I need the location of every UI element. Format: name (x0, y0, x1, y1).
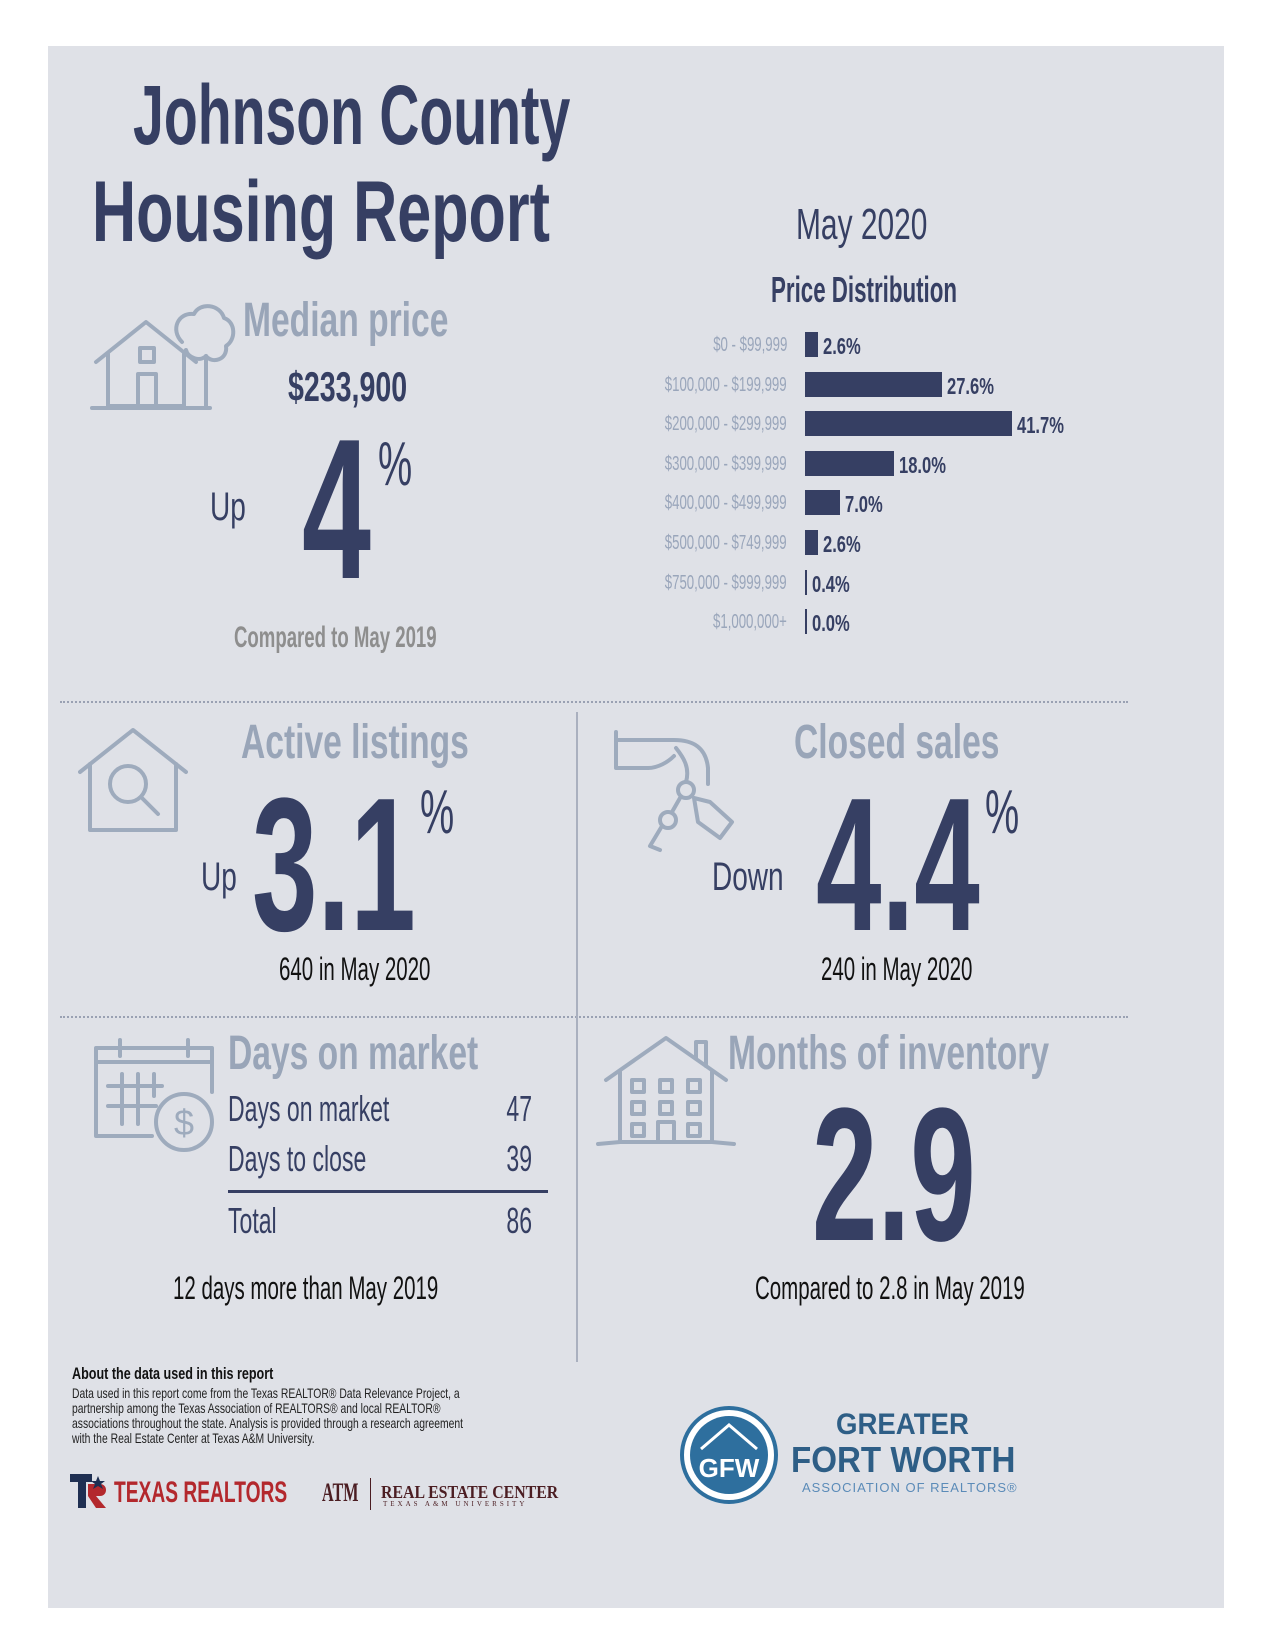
report-period: May 2020 (796, 200, 989, 250)
title-text-1: Johnson County (133, 68, 571, 162)
dom-comparison-text: 12 days more than May 2019 (173, 1270, 439, 1306)
active-change-number: 3.1 (252, 759, 416, 971)
median-price-value-text: $233,900 (288, 363, 408, 410)
atm-logo: ATM (322, 1478, 381, 1508)
texas-realtors-logo-text: TEXAS REALTORS (114, 1476, 385, 1510)
closed-sales-heading: Closed sales (794, 716, 1087, 770)
divider-middle (60, 1016, 1128, 1018)
active-listings-heading-text: Active listings (241, 716, 469, 769)
months-inventory-heading: Months of inventory (728, 1027, 1187, 1081)
gfw-line-2-text: FORT WORTH (791, 1439, 1016, 1480)
dom-row-label-2-text: Days to close (228, 1138, 367, 1179)
title-text-2: Housing Report (92, 164, 550, 260)
median-price-value: $233,900 (288, 364, 463, 410)
active-detail-text: 640 in May 2020 (279, 951, 431, 987)
median-comparison: Compared to May 2019 (234, 621, 561, 655)
active-percent-text: % (420, 778, 455, 847)
closed-direction: Down (712, 854, 814, 900)
title-line-1: Johnson County (133, 70, 796, 160)
divider-top (60, 701, 1128, 703)
closed-percent: % (985, 780, 1040, 846)
about-line-1: Data used in this report come from the T… (72, 1385, 460, 1401)
median-price-heading-text: Median price (243, 294, 449, 347)
dom-comparison: 12 days more than May 2019 (173, 1270, 587, 1306)
closed-change-number: 4.4 (816, 759, 980, 971)
dom-total-label-text: Total (228, 1200, 277, 1241)
house-search-icon (78, 728, 188, 832)
gfw-line-1-text: GREATER (836, 1408, 969, 1441)
house-tree-icon (90, 304, 236, 410)
dom-total-value-text: 86 (506, 1200, 532, 1241)
closed-detail-text: 240 in May 2020 (821, 951, 973, 987)
dom-row-label-2: Days to close (228, 1138, 444, 1180)
active-direction-text: Up (201, 855, 237, 899)
days-on-market-heading-text: Days on market (228, 1027, 479, 1080)
period-text: May 2020 (796, 200, 928, 249)
months-inventory-value: 2.9 (812, 1080, 1076, 1270)
months-inventory-value-text: 2.9 (812, 1069, 976, 1281)
rec-logo: REAL ESTATE CENTER (381, 1482, 582, 1502)
months-inventory-comparison: Compared to 2.8 in May 2019 (755, 1270, 1177, 1306)
dom-total-value: 86 (452, 1200, 532, 1242)
rec-logo-text: REAL ESTATE CENTER (381, 1482, 559, 1502)
about-heading: About the data used in this report (72, 1364, 344, 1384)
hand-keys-icon (614, 730, 734, 852)
rec-logo-sub-text: TEXAS A&M UNIVERSITY (383, 1500, 528, 1508)
active-percent: % (420, 780, 475, 846)
median-price-heading: Median price (243, 294, 536, 348)
active-direction: Up (201, 854, 252, 900)
median-change-number: 4 (302, 398, 371, 621)
gfw-line-3: ASSOCIATION OF REALTORS® (802, 1480, 1018, 1496)
dom-row-label-1-text: Days on market (228, 1088, 390, 1129)
about-heading-text: About the data used in this report (72, 1364, 274, 1383)
active-listings-heading: Active listings (241, 716, 566, 770)
about-line-2: partnership among the Texas Association … (72, 1400, 441, 1416)
months-inventory-heading-text: Months of inventory (728, 1027, 1050, 1080)
atm-logo-text: ATM (322, 1478, 359, 1507)
median-direction-text: Up (210, 485, 246, 529)
title-line-2: Housing Report (92, 166, 737, 258)
median-percent: % (378, 432, 433, 498)
closed-direction-text: Down (712, 855, 784, 899)
about-text: Data used in this report come from the T… (72, 1386, 600, 1446)
dom-row-value-2: 39 (452, 1138, 532, 1180)
dom-total-label: Total (228, 1200, 304, 1242)
gfw-logo-mark: GFW (680, 1406, 778, 1504)
dom-row-value-1: 47 (452, 1088, 532, 1130)
about-line-3: associations throughout the state. Analy… (72, 1415, 464, 1431)
dom-row-value-1-text: 47 (506, 1088, 532, 1129)
dom-row-label-1: Days on market (228, 1088, 480, 1130)
svg-text:$: $ (174, 1102, 194, 1143)
calendar-dollar-icon: $ (94, 1038, 214, 1152)
active-change: 3.1 (252, 770, 516, 960)
closed-change: 4.4 (816, 770, 1080, 960)
chart-title: Price Distribution (771, 270, 1071, 310)
median-change: 4 (302, 410, 413, 610)
chart-title-text: Price Distribution (771, 269, 958, 310)
report-panel (48, 46, 1224, 1608)
days-on-market-heading: Days on market (228, 1027, 586, 1081)
median-comparison-text: Compared to May 2019 (234, 621, 437, 654)
dom-row-value-2-text: 39 (506, 1138, 532, 1179)
median-percent-text: % (378, 430, 413, 499)
divider-vertical (576, 712, 578, 1362)
gfw-line-1: GREATER (836, 1408, 980, 1442)
closed-detail: 240 in May 2020 (821, 951, 1058, 987)
building-icon (596, 1036, 736, 1146)
gfw-monogram: GFW (699, 1453, 760, 1483)
closed-sales-heading-text: Closed sales (794, 716, 1000, 769)
about-line-4: with the Real Estate Center at Texas A&M… (72, 1430, 315, 1446)
active-detail: 640 in May 2020 (279, 951, 516, 987)
gfw-line-2: FORT WORTH (791, 1440, 1035, 1480)
dom-total-rule (228, 1190, 548, 1193)
gfw-line-3-text: ASSOCIATION OF REALTORS® (802, 1480, 1018, 1495)
median-direction: Up (210, 484, 261, 530)
texas-realtors-logo-mark (70, 1474, 106, 1508)
months-inventory-comparison-text: Compared to 2.8 in May 2019 (755, 1270, 1025, 1306)
texas-realtors-text: TEXAS REALTORS (114, 1476, 288, 1509)
closed-percent-text: % (985, 778, 1020, 847)
rec-logo-sub: TEXAS A&M UNIVERSITY (383, 1500, 527, 1509)
atm-divider (370, 1478, 371, 1510)
